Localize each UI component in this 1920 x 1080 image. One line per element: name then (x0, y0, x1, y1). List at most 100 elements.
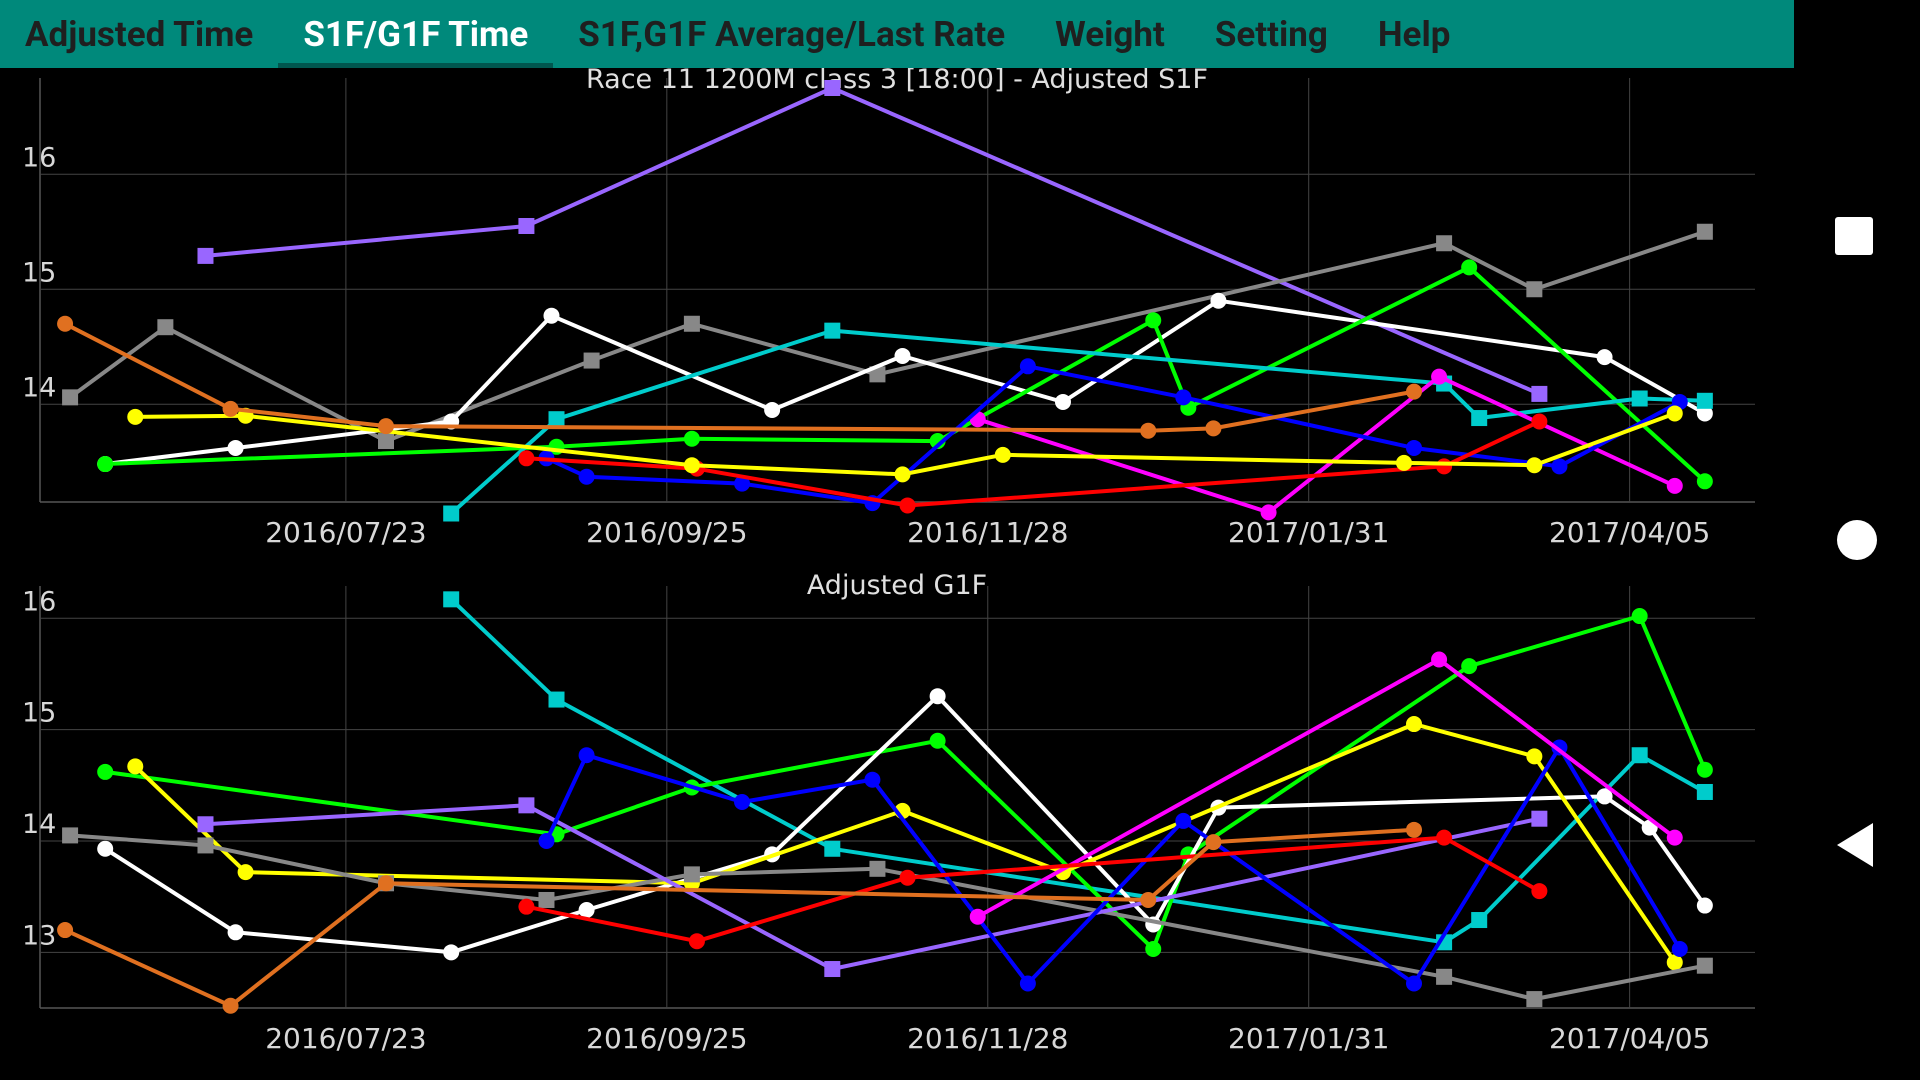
data-point (157, 319, 174, 336)
data-point (1205, 834, 1222, 851)
data-point (518, 898, 535, 915)
y-tick-label: 15 (22, 257, 56, 288)
data-point (1526, 281, 1543, 298)
data-point (1631, 608, 1648, 625)
data-point (683, 430, 700, 447)
data-point (1666, 477, 1683, 494)
data-point (1526, 991, 1543, 1008)
recent-apps-button[interactable] (1794, 175, 1920, 295)
x-tick-label: 2016/09/25 (586, 1022, 747, 1055)
x-tick-label: 2016/07/23 (265, 516, 426, 549)
tab-help[interactable]: Help (1377, 13, 1451, 55)
data-point (97, 840, 114, 857)
data-point (1696, 405, 1713, 422)
series-7 (538, 358, 1688, 512)
data-point (1406, 716, 1423, 733)
triangle-left-icon (1837, 823, 1873, 867)
data-point (1531, 385, 1548, 402)
data-point (378, 418, 395, 435)
data-point (1175, 812, 1192, 829)
tab-s1f-g1f-average-last-rate[interactable]: S1F,G1F Average/Last Rate (578, 13, 1006, 55)
series-line (64, 322, 1415, 433)
data-point (1210, 292, 1227, 309)
data-point (1666, 405, 1683, 422)
series-10 (57, 315, 1423, 439)
home-button[interactable] (1794, 480, 1920, 600)
data-point (578, 747, 595, 764)
series-2 (97, 608, 1713, 957)
x-tick-label: 2017/04/05 (1549, 516, 1710, 549)
series-4 (97, 259, 1713, 490)
data-point (1631, 390, 1648, 407)
data-point (1461, 259, 1478, 276)
data-point (443, 944, 460, 961)
y-tick-label: 15 (22, 698, 56, 729)
series-6 (197, 797, 1548, 978)
y-tick-label: 16 (22, 586, 56, 617)
data-point (1140, 422, 1157, 439)
data-point (683, 866, 700, 883)
data-point (1436, 235, 1453, 252)
y-tick-label: 13 (22, 920, 56, 951)
data-point (1696, 783, 1713, 800)
chart-title: Race 11 1200M class 3 [18:00] - Adjusted… (586, 68, 1208, 95)
data-point (824, 961, 841, 978)
data-point (1666, 954, 1683, 971)
data-point (894, 347, 911, 364)
data-point (197, 837, 214, 854)
data-point (222, 400, 239, 417)
x-tick-label: 2016/11/28 (907, 516, 1068, 549)
tab-adjusted-time[interactable]: Adjusted Time (25, 13, 254, 55)
data-point (1436, 829, 1453, 846)
data-point (864, 771, 881, 788)
data-point (97, 456, 114, 473)
data-point (824, 322, 841, 339)
x-tick-label: 2017/01/31 (1228, 1022, 1389, 1055)
series-10 (57, 821, 1423, 1014)
data-point (994, 446, 1011, 463)
data-point (869, 860, 886, 877)
series-8 (518, 413, 1548, 514)
data-point (1696, 897, 1713, 914)
chart-1: 14 15 16 2016/07/23 2016/09/25 2016/11/28 2017… (22, 68, 1755, 549)
charts-svg: 14 15 16 2016/07/23 2016/09/25 2016/11/28 2017… (22, 68, 1755, 1055)
data-point (683, 315, 700, 332)
series-3 (97, 688, 1713, 961)
back-button[interactable] (1794, 785, 1920, 905)
data-point (1205, 420, 1222, 437)
data-point (127, 758, 144, 775)
data-point (1526, 457, 1543, 474)
navigation-bar (1794, 0, 1920, 1080)
series-1 (197, 80, 1548, 402)
data-point (1531, 810, 1548, 827)
data-point (538, 832, 555, 849)
series-line (105, 265, 1707, 483)
tab-s1f-g1f-time[interactable]: S1F/G1F Time (278, 0, 554, 68)
data-point (57, 315, 74, 332)
charts-area: 14 15 16 2016/07/23 2016/09/25 2016/11/28 2017… (0, 68, 1794, 1080)
data-point (1461, 658, 1478, 675)
data-point (969, 908, 986, 925)
series-4 (127, 716, 1683, 971)
data-point (518, 797, 535, 814)
square-icon (1835, 217, 1873, 255)
tab-bar: Adjusted Time S1F/G1F Time S1F,G1F Avera… (0, 0, 1794, 68)
data-point (824, 840, 841, 857)
data-point (1666, 829, 1683, 846)
tab-setting[interactable]: Setting (1214, 13, 1328, 55)
data-point (869, 366, 886, 383)
data-point (1406, 383, 1423, 400)
data-point (227, 924, 244, 941)
data-point (1406, 975, 1423, 992)
data-point (227, 439, 244, 456)
data-point (1696, 957, 1713, 974)
data-point (197, 247, 214, 264)
series-line (104, 298, 1706, 466)
tab-weight[interactable]: Weight (1055, 13, 1165, 55)
data-point (1175, 389, 1192, 406)
data-point (378, 875, 395, 892)
data-point (548, 411, 565, 428)
series-3 (97, 292, 1713, 473)
series-line (64, 827, 1415, 1008)
data-point (197, 816, 214, 833)
